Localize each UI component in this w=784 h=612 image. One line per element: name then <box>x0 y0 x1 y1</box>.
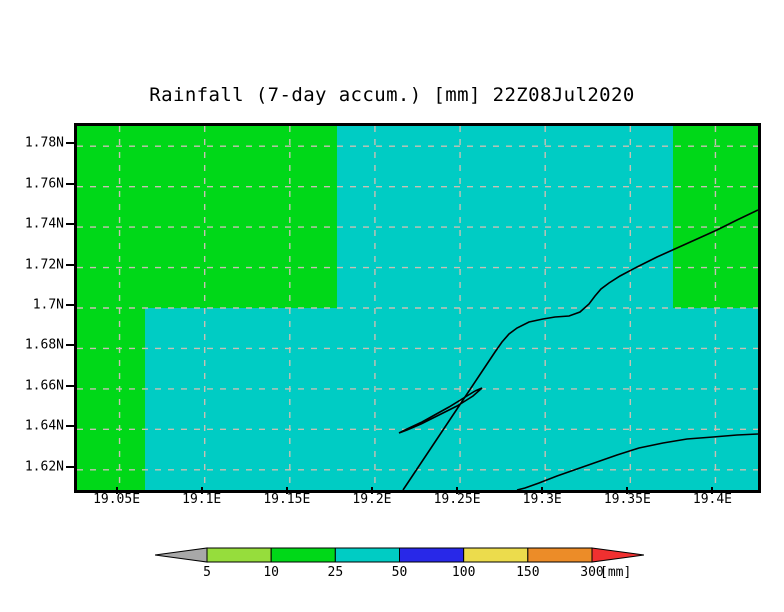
x-axis-tick-mark <box>370 487 373 494</box>
map-plot-canvas <box>77 126 758 490</box>
rainfall-cell <box>145 126 338 308</box>
y-axis-tick-mark <box>66 263 74 266</box>
rainfall-cell <box>145 308 758 490</box>
y-axis-labels: 1.78N 1.76N 1.74N 1.72N 1.7N 1.68N 1.66N 1.64N 1… <box>0 123 64 487</box>
y-axis-tick-label: 1.66N <box>24 378 64 394</box>
x-axis-ticks <box>74 487 755 497</box>
colorbar-band <box>463 547 529 563</box>
y-axis-tick-label: 1.74N <box>24 216 64 232</box>
colorbar-tick-label: 10 <box>263 565 279 580</box>
coastline-path-main <box>402 209 758 490</box>
colorbar-tick-labels: 5 10 25 50 100 150 300 <box>155 565 644 585</box>
y-axis-tick-label: 1.68N <box>24 337 64 353</box>
colorbar-tick-label: 25 <box>327 565 344 580</box>
y-axis-tick-label: 1.72N <box>24 257 64 273</box>
colorbar <box>155 547 644 563</box>
y-axis-tick-mark <box>66 344 74 347</box>
coastline-path-spur <box>398 387 483 434</box>
x-axis-tick-mark <box>541 487 544 494</box>
x-axis-tick-mark <box>115 487 118 494</box>
x-axis-tick-label: 19.15E <box>263 492 311 507</box>
x-axis-tick-label: 19.4E <box>692 492 733 507</box>
colorbar-bands <box>155 547 644 563</box>
y-axis-ticks <box>0 123 80 487</box>
x-axis-tick-label: 19.05E <box>93 492 141 507</box>
x-axis-tick-label: 19.3E <box>522 492 562 507</box>
coastline-path-south <box>516 433 758 490</box>
x-axis-tick-mark <box>626 487 629 494</box>
y-axis-tick-label: 1.7N <box>32 297 64 313</box>
y-axis-tick-label: 1.62N <box>24 459 64 475</box>
colorbar-tick-label: 50 <box>391 565 408 580</box>
colorbar-band <box>399 547 465 563</box>
x-axis-tick-label: 19.1E <box>182 492 222 507</box>
colorbar-tick-label: 5 <box>203 565 211 580</box>
colorbar-band <box>270 547 336 563</box>
y-axis-tick-mark <box>66 142 74 145</box>
x-axis-tick-mark <box>456 487 459 494</box>
colorbar-band <box>527 547 593 563</box>
gridlines <box>77 126 758 490</box>
y-axis-tick-mark <box>66 223 74 226</box>
x-axis-tick-label: 19.25E <box>433 492 481 507</box>
map-plot-frame <box>74 123 761 493</box>
colorbar-band <box>206 547 272 563</box>
x-axis-tick-label: 19.2E <box>352 492 392 507</box>
y-axis-tick-mark <box>66 304 74 306</box>
x-axis-tick-mark <box>711 487 714 494</box>
x-axis-tick-label: 19.35E <box>603 492 651 507</box>
y-axis-tick-mark <box>66 384 74 387</box>
x-axis-labels: 19.05E 19.1E 19.15E 19.2E 19.25E 19.3E 19.35E 1… <box>74 492 755 516</box>
x-axis-tick-mark <box>285 487 288 494</box>
y-axis-tick-mark <box>66 182 74 185</box>
colorbar-tick-label: 100 <box>451 565 476 580</box>
y-axis-tick-mark <box>66 465 74 468</box>
colorbar-tick-label: 150 <box>516 565 540 580</box>
coastline-overlay <box>398 209 758 490</box>
y-axis-tick-label: 1.64N <box>24 418 64 434</box>
x-axis-tick-mark <box>200 487 203 494</box>
colorbar-band-under <box>155 547 208 563</box>
colorbar-unit-label: [mm] <box>600 565 632 580</box>
colorbar-band-over <box>591 547 644 563</box>
colorbar-band <box>334 547 400 563</box>
y-axis-tick-label: 1.78N <box>24 135 64 151</box>
y-axis-tick-mark <box>66 425 74 428</box>
colorbar-tick-label: 300 <box>580 565 604 580</box>
page-title: Rainfall (7-day accum.) [mm] 22Z08Jul202… <box>149 84 635 106</box>
y-axis-tick-label: 1.76N <box>24 176 64 192</box>
